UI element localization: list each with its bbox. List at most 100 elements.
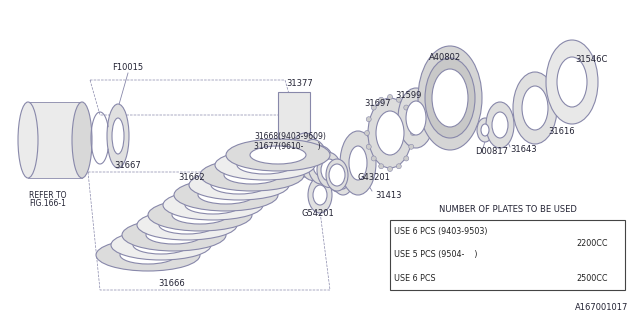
Text: USE 5 PCS (9504-    ): USE 5 PCS (9504- ) [394, 251, 477, 260]
Text: NUMBER OF PLATES TO BE USED: NUMBER OF PLATES TO BE USED [438, 205, 577, 214]
Ellipse shape [290, 133, 320, 177]
Text: 2500CC: 2500CC [577, 274, 608, 283]
Ellipse shape [410, 131, 415, 135]
Ellipse shape [185, 196, 241, 214]
Ellipse shape [317, 153, 341, 188]
Ellipse shape [133, 236, 189, 254]
Text: 31668(9403-9609): 31668(9403-9609) [254, 132, 326, 141]
Text: REFER TO: REFER TO [29, 191, 67, 201]
Polygon shape [28, 102, 82, 178]
Ellipse shape [546, 40, 598, 124]
Text: FIG.166-1: FIG.166-1 [29, 199, 67, 209]
Ellipse shape [137, 210, 237, 240]
Text: USE 6 PCS: USE 6 PCS [394, 274, 436, 283]
Text: 31413: 31413 [375, 190, 401, 199]
Ellipse shape [430, 64, 470, 132]
Ellipse shape [326, 159, 348, 191]
Ellipse shape [163, 190, 263, 220]
Text: 31697: 31697 [365, 100, 391, 108]
Ellipse shape [18, 102, 38, 178]
Ellipse shape [338, 173, 348, 189]
Ellipse shape [111, 230, 211, 260]
Ellipse shape [404, 156, 409, 161]
Ellipse shape [321, 159, 337, 181]
Text: F10015: F10015 [113, 63, 143, 73]
Ellipse shape [396, 164, 401, 169]
Text: 31599: 31599 [395, 92, 421, 100]
Ellipse shape [172, 206, 228, 224]
Text: D00817: D00817 [475, 148, 508, 156]
Ellipse shape [313, 154, 329, 176]
Ellipse shape [333, 167, 353, 195]
Ellipse shape [226, 139, 330, 171]
Ellipse shape [409, 117, 413, 122]
Ellipse shape [237, 156, 293, 174]
Ellipse shape [215, 150, 315, 180]
Ellipse shape [432, 69, 468, 127]
Text: 31667: 31667 [115, 162, 141, 171]
Ellipse shape [513, 72, 557, 144]
Ellipse shape [224, 166, 280, 184]
Ellipse shape [366, 144, 371, 149]
Ellipse shape [340, 131, 376, 195]
Ellipse shape [112, 118, 124, 154]
Text: 31616: 31616 [548, 127, 575, 137]
Ellipse shape [425, 58, 475, 138]
Ellipse shape [174, 179, 278, 211]
Ellipse shape [146, 226, 202, 244]
Ellipse shape [522, 86, 548, 130]
Ellipse shape [313, 185, 327, 205]
Ellipse shape [198, 186, 254, 204]
Ellipse shape [250, 146, 306, 164]
Text: 31666: 31666 [159, 279, 186, 289]
Ellipse shape [368, 98, 412, 168]
Ellipse shape [308, 177, 332, 213]
Ellipse shape [379, 164, 384, 169]
Ellipse shape [96, 239, 200, 271]
Ellipse shape [492, 112, 508, 138]
Ellipse shape [305, 149, 321, 171]
Polygon shape [278, 92, 310, 155]
Ellipse shape [297, 144, 313, 166]
Ellipse shape [365, 131, 369, 135]
Ellipse shape [379, 97, 384, 102]
Ellipse shape [387, 94, 392, 100]
Ellipse shape [404, 105, 409, 110]
Text: A40802: A40802 [429, 53, 461, 62]
Ellipse shape [409, 144, 413, 149]
Bar [390, 220, 625, 290]
Text: USE 6 PCS (9403-9503): USE 6 PCS (9403-9503) [394, 227, 488, 236]
Ellipse shape [406, 101, 426, 135]
Ellipse shape [333, 170, 343, 186]
Ellipse shape [159, 216, 215, 234]
Ellipse shape [211, 176, 267, 194]
Text: 31643: 31643 [510, 146, 536, 155]
Ellipse shape [349, 146, 367, 180]
Ellipse shape [328, 164, 348, 192]
Ellipse shape [329, 164, 345, 186]
Ellipse shape [481, 124, 489, 136]
Ellipse shape [486, 102, 514, 148]
Text: G54201: G54201 [301, 209, 334, 218]
Text: G43201: G43201 [358, 173, 391, 182]
Ellipse shape [107, 104, 129, 168]
Ellipse shape [398, 88, 434, 148]
Text: 31662: 31662 [179, 173, 205, 182]
Ellipse shape [418, 46, 482, 150]
Ellipse shape [371, 105, 376, 110]
Ellipse shape [299, 140, 327, 180]
Ellipse shape [189, 170, 289, 200]
Ellipse shape [200, 159, 304, 191]
Text: A167001017: A167001017 [575, 303, 628, 312]
Ellipse shape [308, 146, 334, 184]
Ellipse shape [120, 246, 176, 264]
Ellipse shape [122, 219, 226, 251]
Ellipse shape [366, 117, 371, 122]
Ellipse shape [72, 102, 92, 178]
Ellipse shape [376, 111, 404, 155]
Ellipse shape [557, 57, 587, 107]
Ellipse shape [477, 118, 493, 142]
Ellipse shape [396, 97, 401, 102]
Ellipse shape [387, 166, 392, 172]
Ellipse shape [148, 199, 252, 231]
